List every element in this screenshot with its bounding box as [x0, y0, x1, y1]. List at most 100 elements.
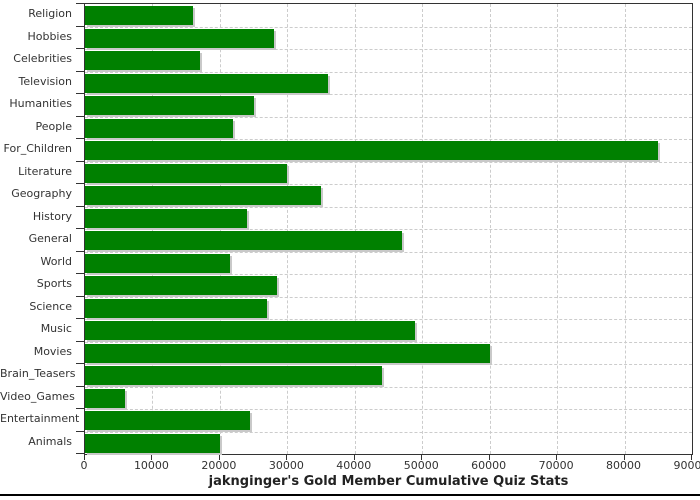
row-gridline [85, 184, 692, 185]
bar-brain_teasers [85, 366, 382, 385]
y-axis-tick [76, 93, 84, 94]
row-gridline [85, 319, 692, 320]
category-label: Sports [36, 277, 72, 290]
x-tick-label: 80000 [606, 459, 642, 472]
category-label: General [28, 232, 72, 245]
bar-celebrities [85, 51, 200, 70]
x-axis-tick [84, 455, 85, 460]
y-axis-tick [76, 340, 84, 342]
row-gridline [85, 251, 692, 253]
category-label: People [35, 119, 72, 133]
x-axis-tick [151, 455, 153, 460]
category-label: Movies [33, 344, 72, 358]
y-axis-tick [76, 183, 84, 184]
bar-humanities [85, 96, 254, 115]
bar-literature [85, 163, 288, 183]
x-axis-tick [691, 455, 692, 460]
bar-animals [85, 433, 220, 453]
y-axis-tick [76, 48, 84, 49]
y-axis-tick [76, 205, 84, 207]
x-tick-label: 90000 [673, 459, 700, 472]
bar-religion [85, 6, 193, 25]
y-axis-tick [76, 295, 84, 297]
x-tick-label: 50000 [403, 459, 439, 472]
row-gridline [85, 341, 692, 343]
row-gridline [85, 431, 692, 433]
y-axis-tick [76, 115, 84, 117]
bar-history [85, 208, 247, 228]
x-axis-tick [421, 455, 423, 460]
x-tick-label: 40000 [336, 459, 372, 472]
row-gridline [85, 71, 692, 73]
category-label: Television [18, 74, 73, 88]
category-label: History [32, 209, 72, 223]
x-axis-tick [556, 455, 558, 460]
y-axis-tick [76, 160, 84, 162]
y-axis-tick [76, 25, 84, 27]
category-label: World [40, 254, 72, 268]
x-axis-tick [353, 455, 355, 460]
row-gridline [85, 274, 692, 275]
row-gridline [85, 94, 692, 95]
row-gridline [85, 139, 692, 140]
x-tick-label: 60000 [471, 459, 507, 472]
row-gridline [85, 386, 692, 388]
category-label: Science [29, 299, 72, 313]
y-axis-tick [76, 453, 84, 454]
bar-for_children [85, 141, 659, 160]
y-axis-tick [76, 3, 84, 4]
row-gridline [85, 229, 692, 230]
x-axis-tick [623, 455, 625, 460]
y-axis-tick [76, 250, 84, 252]
category-label: Animals [28, 434, 72, 448]
y-axis-tick [76, 228, 84, 229]
bar-sports [85, 276, 278, 295]
category-label: Celebrities [13, 52, 72, 65]
category-label: Literature [18, 164, 72, 178]
row-gridline [85, 161, 692, 163]
x-axis-tick [286, 455, 288, 460]
category-label: Music [40, 322, 72, 335]
y-axis-tick [76, 318, 84, 319]
category-label: Geography [11, 187, 72, 200]
bar-science [85, 298, 268, 318]
y-axis-tick [76, 70, 84, 72]
bar-people [85, 118, 234, 138]
y-axis-tick [76, 273, 84, 274]
x-axis-tick [218, 455, 220, 460]
chart-title: jaknginger's Gold Member Cumulative Quiz… [208, 474, 569, 489]
bar-music [85, 321, 416, 340]
plot-area [84, 3, 693, 455]
row-gridline [85, 49, 692, 50]
y-axis-tick [76, 408, 84, 409]
y-axis-tick [76, 430, 84, 432]
row-gridline [85, 296, 692, 298]
category-label: Video_Games [0, 389, 75, 403]
x-tick-label: 70000 [538, 459, 574, 472]
x-axis-tick [488, 455, 490, 460]
category-label: For_Children [3, 142, 72, 155]
x-tick-label: 10000 [133, 459, 169, 472]
category-label: Hobbies [27, 29, 72, 43]
bar-movies [85, 343, 490, 363]
x-tick-label: 20000 [201, 459, 237, 472]
bar-world [85, 253, 230, 273]
category-label: Humanities [9, 97, 72, 110]
bar-entertainment [85, 411, 251, 430]
y-axis-tick [76, 138, 84, 139]
category-label: Religion [28, 7, 72, 20]
bottom-divider [0, 494, 700, 496]
bar-general [85, 231, 402, 250]
x-tick-label: 0 [80, 459, 88, 472]
bar-video_games [85, 388, 126, 408]
category-label: Entertainment [0, 412, 80, 425]
row-gridline [85, 409, 692, 410]
bar-television [85, 73, 328, 93]
category-label: Brain_Teasers [0, 367, 76, 380]
row-gridline [85, 116, 692, 118]
bar-geography [85, 186, 322, 205]
row-gridline [85, 26, 692, 28]
row-gridline [85, 364, 692, 365]
x-tick-label: 30000 [268, 459, 304, 472]
